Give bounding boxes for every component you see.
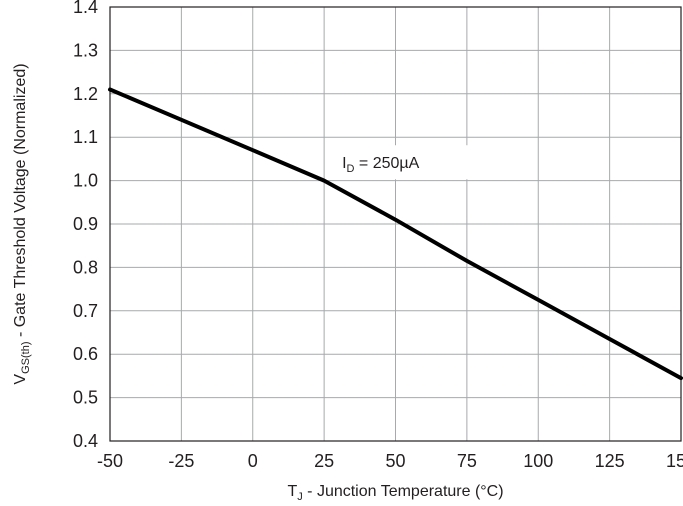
annotation-background <box>326 145 483 180</box>
x-tick-label: 125 <box>595 451 625 471</box>
x-tick-label: -25 <box>168 451 194 471</box>
x-tick-labels: -50 -25 0 25 50 75 100 125 150 <box>97 451 683 471</box>
y-axis-title-sub: GS(th) <box>20 341 32 373</box>
y-axis-title-rest: - Gate Threshold Voltage (Normalized) <box>12 63 29 341</box>
grid <box>109 6 682 442</box>
x-axis-title-main: T <box>287 483 297 500</box>
y-tick-label: 1.1 <box>73 127 98 147</box>
annotation-main: I <box>342 155 346 172</box>
x-axis-title-rest: - Junction Temperature (°C) <box>303 483 504 500</box>
x-tick-label: 50 <box>385 451 405 471</box>
y-tick-label: 1.2 <box>73 84 98 104</box>
y-tick-label: 1.4 <box>73 0 98 17</box>
x-axis-title: TJ - Junction Temperature (°C) <box>287 483 503 503</box>
y-tick-labels: 0.4 0.5 0.6 0.7 0.8 0.9 1.0 1.1 1.2 1.3 1.4 <box>73 0 98 451</box>
y-tick-label: 0.9 <box>73 214 98 234</box>
y-tick-label: 0.8 <box>73 257 98 277</box>
annotation-sub: D <box>347 163 355 175</box>
series-line-0 <box>108 87 683 381</box>
x-tick-label: 0 <box>248 451 258 471</box>
x-axis-title-sub: J <box>297 491 303 503</box>
y-tick-label: 1.3 <box>73 40 98 60</box>
y-tick-label: 0.7 <box>73 301 98 321</box>
annotation-id-label: ID = 250µA <box>342 155 420 175</box>
annotation-layer: ID = 250µA <box>326 145 483 180</box>
y-tick-label: 0.4 <box>73 431 98 451</box>
x-tick-label: 25 <box>314 451 334 471</box>
x-tick-label: 150 <box>666 451 683 471</box>
y-tick-label: 0.6 <box>73 344 98 364</box>
annotation-rest: = 250µA <box>354 155 419 172</box>
x-tick-label: -50 <box>97 451 123 471</box>
y-tick-label: 0.5 <box>73 388 98 408</box>
y-axis-title-main: V <box>12 374 29 385</box>
plot-frame <box>109 6 682 442</box>
x-tick-label: 100 <box>523 451 553 471</box>
y-axis-title: VGS(th) - Gate Threshold Voltage (Normal… <box>12 63 32 384</box>
series-layer <box>108 87 683 381</box>
y-tick-label: 1.0 <box>73 171 98 191</box>
x-tick-label: 75 <box>457 451 477 471</box>
